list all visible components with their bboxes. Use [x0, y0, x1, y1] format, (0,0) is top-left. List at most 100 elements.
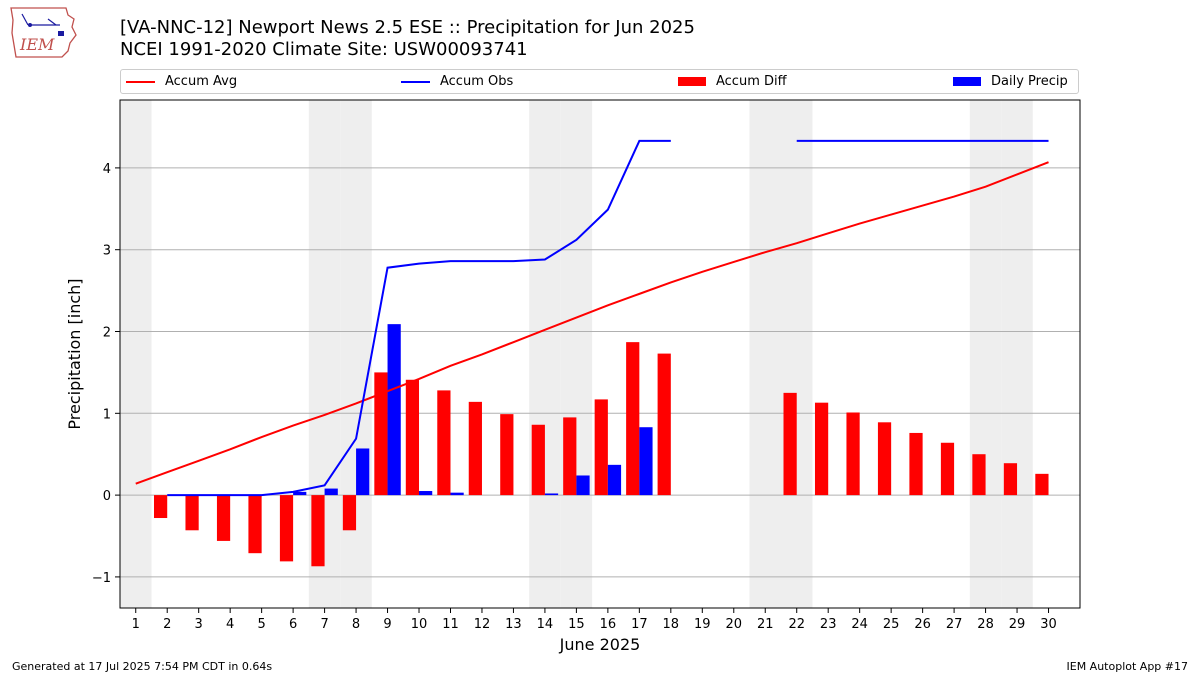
legend-item-accum-avg: Accum Avg	[126, 70, 237, 93]
x-tick-label-20: 20	[725, 617, 742, 632]
grid-lines	[120, 167, 1080, 578]
x-tick-label-16: 16	[600, 617, 617, 632]
x-axis: 1 2 3 4 5 6 7 8 9 10 11 12 13 14 15 16 17 18 19 20 21 22 23 24 2…	[132, 608, 1057, 632]
accum-diff-bar-day-26	[909, 432, 923, 496]
accum-diff-bar-day-5	[248, 495, 262, 554]
x-tick-label-4: 4	[226, 617, 234, 632]
x-tick-label-15: 15	[568, 617, 585, 632]
accum-diff-bar-day-30	[1035, 473, 1049, 496]
x-tick-label-7: 7	[320, 617, 328, 632]
x-tick-label-3: 3	[195, 617, 203, 632]
chart-title: [VA-NNC-12] Newport News 2.5 ESE :: Prec…	[120, 17, 695, 61]
weekend-band-day-22	[780, 100, 813, 608]
x-tick-label-19: 19	[694, 617, 711, 632]
legend-swatch-accum-diff	[678, 77, 706, 86]
accum-diff-bar-day-28	[972, 454, 986, 496]
x-tick-label-14: 14	[537, 617, 554, 632]
chart-legend: Accum Avg Accum Obs Accum Diff Daily Pre…	[120, 69, 1079, 94]
x-tick-label-11: 11	[442, 617, 459, 632]
x-tick-label-8: 8	[352, 617, 360, 632]
accum-diff-bar-day-10	[405, 379, 420, 496]
accum-diff-bar-day-22	[783, 392, 797, 496]
x-tick-label-1: 1	[132, 617, 140, 632]
iem-logo: IEM	[10, 7, 77, 58]
daily-precip-bar-day-9	[387, 324, 401, 496]
x-tick-label-29: 29	[1009, 617, 1026, 632]
legend-label-accum-diff: Accum Diff	[716, 74, 787, 89]
y-tick-label-2: 2	[103, 326, 111, 341]
y-tick-label-4: 4	[103, 162, 111, 177]
accum-diff-bar-day-3	[185, 495, 199, 531]
accum-diff-bar-day-6	[279, 495, 294, 562]
x-tick-label-2: 2	[163, 617, 171, 632]
x-tick-label-9: 9	[383, 617, 391, 632]
accum-diff-bar-day-16	[594, 399, 608, 496]
x-tick-label-13: 13	[505, 617, 522, 632]
daily-precip-bar-day-8	[356, 448, 370, 496]
accum-diff-bar-day-7	[311, 495, 325, 567]
legend-item-accum-diff: Accum Diff	[678, 70, 787, 93]
accum-diff-bar-day-8	[342, 495, 357, 531]
daily-precip-bar-day-15	[576, 475, 590, 496]
footer-app: IEM Autoplot App #17	[1066, 660, 1189, 673]
x-tick-label-21: 21	[757, 617, 774, 632]
weekend-band-day-28	[969, 100, 1002, 608]
y-axis: −1 0 1 2 3 4	[92, 162, 120, 586]
y-tick-label-1: 1	[103, 407, 111, 422]
x-tick-label-23: 23	[820, 617, 837, 632]
legend-item-accum-obs: Accum Obs	[401, 70, 513, 93]
accum-diff-bar-day-14	[531, 424, 545, 496]
plot-frame	[119, 99, 1081, 609]
y-tick-label-0: 0	[103, 489, 111, 504]
x-tick-label-24: 24	[851, 617, 868, 632]
title-line-1: [VA-NNC-12] Newport News 2.5 ESE :: Prec…	[120, 17, 695, 38]
weekend-band-day-14	[529, 100, 561, 608]
accum-diff-bar-day-2	[153, 495, 168, 519]
x-tick-label-22: 22	[788, 617, 805, 632]
x-tick-label-25: 25	[883, 617, 900, 632]
accum-diff-bar-day-9	[374, 372, 388, 496]
legend-swatch-accum-obs	[401, 80, 430, 83]
accum-diff-bar-day-13	[500, 414, 514, 496]
series-lines	[135, 139, 1049, 497]
accum-diff-bar-day-29	[1003, 463, 1018, 496]
accum-obs-line-segment-1	[167, 139, 671, 497]
daily-precip-bar-day-17	[639, 427, 653, 496]
x-axis-label: June 2025	[559, 635, 641, 654]
x-tick-label-12: 12	[474, 617, 491, 632]
x-tick-label-10: 10	[411, 617, 428, 632]
accum-diff-bar-day-11	[437, 390, 451, 496]
accum-diff-bar-day-27	[940, 442, 955, 496]
x-tick-label-5: 5	[257, 617, 265, 632]
accum-diff-bar-day-17	[626, 342, 640, 496]
accum-diff-bar-day-18	[657, 353, 671, 496]
accum-diff-bar-day-12	[468, 401, 482, 496]
daily-precip-bar-day-10	[419, 491, 433, 496]
x-tick-label-18: 18	[663, 617, 680, 632]
daily-precip-bar-day-16	[607, 464, 622, 496]
accum-diff-bar-day-25	[877, 422, 892, 496]
x-tick-label-27: 27	[946, 617, 963, 632]
accum-diff-bar-day-24	[846, 412, 860, 496]
weekend-band-day-1	[120, 100, 152, 608]
y-tick-label-3: 3	[103, 244, 111, 259]
y-tick-label--1: −1	[92, 571, 111, 586]
daily-precip-bar-day-11	[450, 492, 464, 496]
logo-text: IEM	[19, 35, 55, 54]
legend-label-accum-avg: Accum Avg	[165, 74, 238, 89]
legend-label-daily-precip: Daily Precip	[991, 74, 1068, 89]
x-tick-label-6: 6	[289, 617, 297, 632]
daily-precip-bar-day-6	[293, 491, 307, 496]
daily-precip-bar-day-14	[544, 493, 559, 496]
footer-generated: Generated at 17 Jul 2025 7:54 PM CDT in …	[12, 660, 273, 673]
legend-swatch-accum-avg	[126, 80, 155, 83]
accum-diff-bar-day-23	[814, 402, 829, 496]
daily-precip-bars	[293, 324, 653, 496]
legend-item-daily-precip: Daily Precip	[953, 70, 1068, 93]
daily-precip-bar-day-7	[324, 488, 338, 496]
accum-diff-bars	[153, 342, 1049, 567]
weekend-band-day-29	[1001, 100, 1033, 608]
weekend-band-day-8	[340, 100, 372, 608]
legend-swatch-daily-precip	[953, 77, 981, 86]
